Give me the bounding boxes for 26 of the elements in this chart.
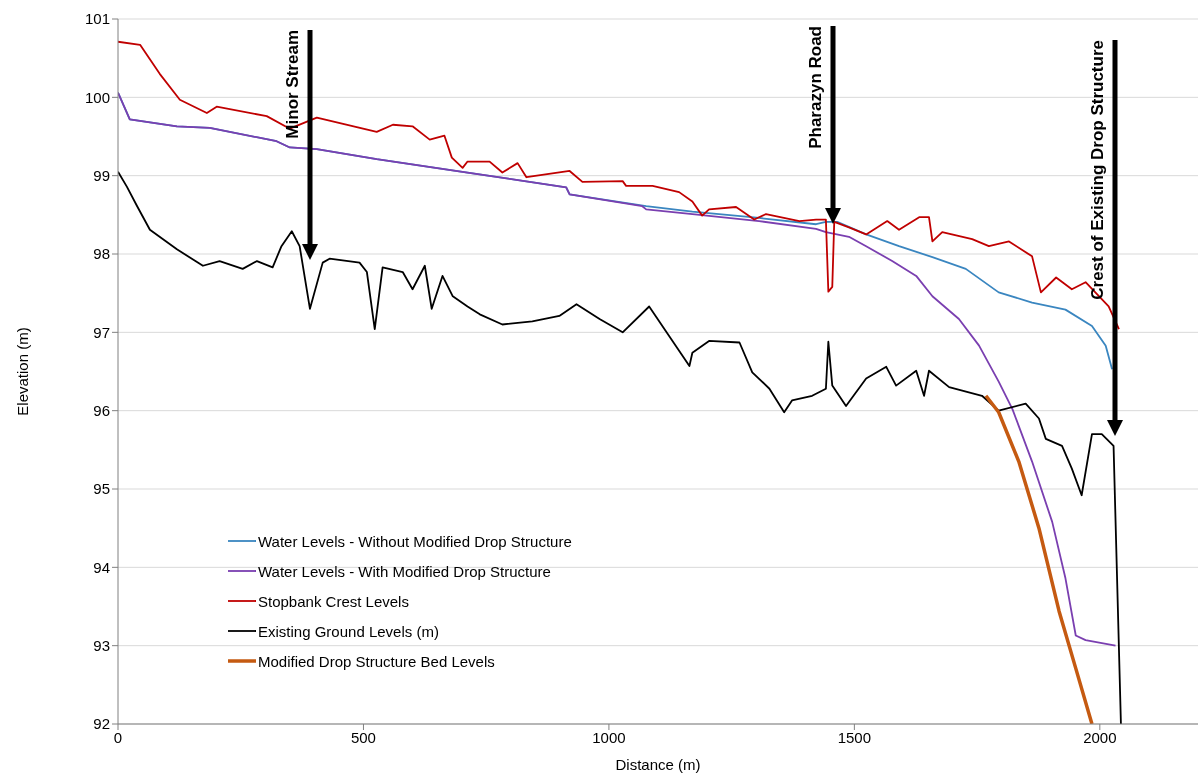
y-tick-label: 96 (93, 401, 110, 419)
legend-label: Stopbank Crest Levels (258, 592, 409, 610)
annotation: Pharazyn Road (806, 26, 825, 149)
y-tick-label: 92 (93, 715, 110, 733)
y-tick-label: 99 (93, 166, 110, 184)
annotation: Minor Stream (283, 30, 302, 139)
y-tick-label: 97 (93, 323, 110, 341)
y-tick-label: 93 (93, 636, 110, 654)
legend-label: Water Levels - With Modified Drop Structure (258, 562, 551, 580)
x-tick-label: 500 (350, 728, 376, 746)
legend-label: Water Levels - Without Modified Drop Structure (258, 532, 572, 550)
legend-label: Existing Ground Levels (m) (258, 622, 439, 640)
y-tick-label: 100 (84, 88, 110, 106)
y-tick-label: 94 (93, 558, 110, 576)
x-tick-label: 0 (113, 728, 123, 746)
line-series (984, 394, 1094, 724)
y-tick-label: 95 (93, 480, 110, 498)
y-tick-label: 98 (93, 245, 110, 263)
x-tick-label: 1000 (592, 728, 626, 746)
y-axis-title: Elevation (m) (14, 327, 31, 416)
y-tick-label: 101 (84, 10, 110, 28)
annotation: Crest of Existing Drop Structure (1088, 40, 1107, 300)
legend-label: Modified Drop Structure Bed Levels (258, 652, 495, 670)
x-axis-title: Distance (m) (615, 756, 701, 773)
x-tick-label: 2000 (1083, 728, 1117, 746)
x-tick-label: 1500 (837, 728, 872, 746)
